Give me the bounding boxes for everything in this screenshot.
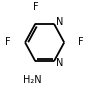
Text: N: N	[56, 58, 63, 68]
Text: F: F	[33, 2, 39, 12]
Text: H₂N: H₂N	[23, 75, 41, 85]
Text: F: F	[5, 37, 11, 47]
Text: F: F	[78, 37, 84, 47]
Text: N: N	[56, 17, 63, 27]
